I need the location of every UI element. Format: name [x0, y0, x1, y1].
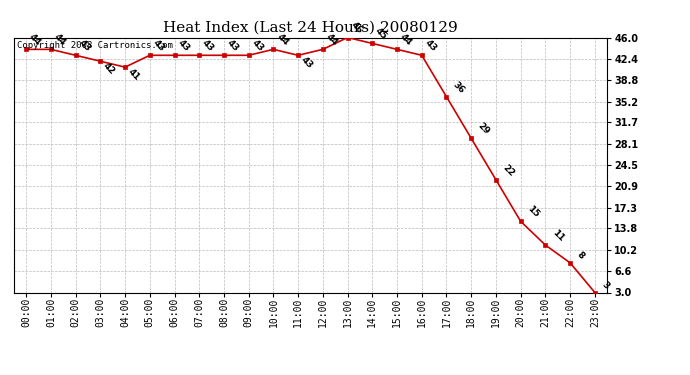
Text: 45: 45 — [373, 26, 389, 41]
Text: 43: 43 — [250, 38, 265, 53]
Text: 11: 11 — [551, 228, 566, 243]
Text: 15: 15 — [526, 204, 541, 219]
Text: 43: 43 — [225, 38, 241, 53]
Text: 42: 42 — [101, 61, 117, 76]
Text: 44: 44 — [398, 32, 413, 47]
Title: Heat Index (Last 24 Hours) 20080129: Heat Index (Last 24 Hours) 20080129 — [163, 21, 458, 35]
Text: 44: 44 — [275, 32, 290, 47]
Text: 36: 36 — [451, 80, 466, 95]
Text: 22: 22 — [501, 163, 516, 178]
Text: 44: 44 — [52, 32, 68, 47]
Text: 43: 43 — [151, 38, 166, 53]
Text: 43: 43 — [77, 38, 92, 53]
Text: 41: 41 — [126, 67, 141, 82]
Text: 29: 29 — [476, 121, 491, 136]
Text: Copyright 2008 Cartronics.com: Copyright 2008 Cartronics.com — [17, 41, 172, 50]
Text: 43: 43 — [201, 38, 216, 53]
Text: 44: 44 — [28, 32, 43, 47]
Text: 43: 43 — [176, 38, 191, 53]
Text: 3: 3 — [600, 280, 611, 291]
Text: 43: 43 — [423, 38, 438, 53]
Text: 46: 46 — [349, 20, 364, 35]
Text: 8: 8 — [575, 250, 586, 261]
Text: 44: 44 — [324, 32, 339, 47]
Text: 43: 43 — [299, 55, 315, 70]
